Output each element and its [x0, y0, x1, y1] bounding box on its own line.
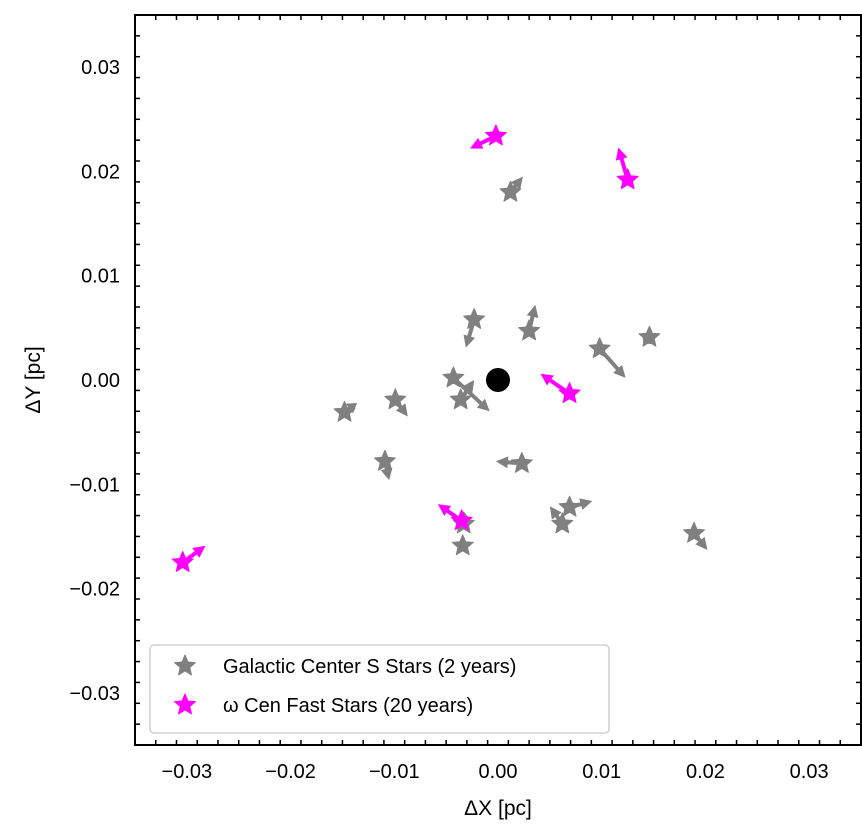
star-marker [499, 180, 522, 202]
star-marker [616, 168, 639, 190]
star-marker [551, 512, 574, 534]
central-black-hole-marker [486, 368, 510, 392]
star-marker [510, 451, 533, 473]
star-marker [463, 308, 486, 329]
velocity-arrows [181, 134, 708, 565]
star-marker [373, 449, 396, 471]
x-tick-label: 0.00 [479, 761, 518, 783]
velocity-arrow [495, 456, 523, 469]
star-marker [384, 388, 407, 410]
star-marker [683, 521, 705, 543]
star-marker [451, 534, 474, 556]
y-tick-label: 0.01 [81, 266, 120, 288]
star-marker [518, 319, 541, 341]
y-tick-label: 0.03 [81, 57, 120, 79]
velocity-arrow [463, 318, 477, 348]
y-tick-label: −0.02 [69, 579, 120, 601]
star-marker [171, 551, 194, 572]
tick-labels: −0.03 −0.02 −0.01 0.00 0.01 0.02 0.03 −0.03 −0.0… [69, 57, 828, 783]
legend-star [174, 654, 196, 676]
x-tick-label: −0.03 [162, 761, 213, 783]
star-marker [333, 400, 356, 422]
star-marker [638, 325, 661, 347]
star-marker [558, 382, 581, 403]
x-tick-label: −0.02 [265, 761, 316, 783]
velocity-arrow [452, 376, 490, 412]
plot-frame [134, 14, 862, 746]
legend: Galactic Center S Stars (2 years) ω Cen … [149, 644, 610, 734]
legend-marker-omega-cen-stars [174, 693, 196, 715]
x-tick-label: 0.03 [790, 761, 829, 783]
legend-marker-gc-stars [174, 654, 196, 676]
x-tick-label: 0.01 [582, 761, 621, 783]
legend-star [174, 693, 196, 715]
y-axis-label: ΔY [pc] [22, 346, 45, 413]
x-axis-label: ΔX [pc] [464, 797, 532, 820]
star-markers [171, 124, 705, 572]
velocity-arrow [470, 134, 497, 149]
y-tick-label: −0.01 [69, 474, 120, 496]
legend-label-omega-cen-stars: ω Cen Fast Stars (20 years) [223, 695, 473, 717]
legend-box [149, 644, 610, 734]
star-marker [588, 337, 611, 359]
star-marker [450, 509, 473, 531]
star-marker [442, 366, 465, 388]
legend-label-gc-stars: Galactic Center S Stars (2 years) [223, 656, 516, 678]
x-tick-label: −0.01 [369, 761, 420, 783]
y-tick-label: 0.00 [81, 370, 120, 392]
star-marker [484, 124, 507, 146]
y-tick-label: 0.02 [81, 161, 120, 183]
star-marker [558, 495, 581, 517]
velocity-arrow [380, 460, 393, 481]
x-tick-label: 0.02 [686, 761, 725, 783]
y-tick-label: −0.03 [69, 683, 120, 705]
star-marker [449, 388, 472, 410]
